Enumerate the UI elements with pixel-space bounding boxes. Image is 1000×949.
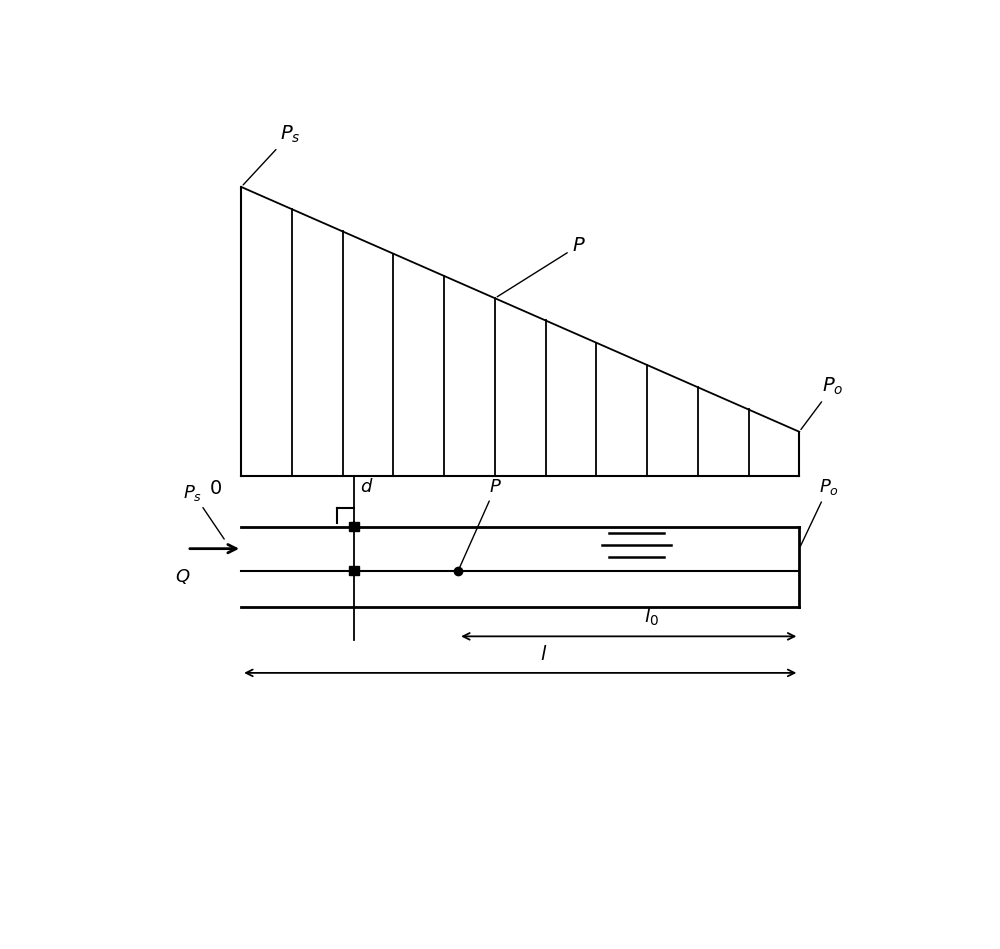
Text: $d$: $d$ <box>360 477 373 495</box>
Text: $P$: $P$ <box>459 477 502 568</box>
Text: $P$: $P$ <box>497 235 586 297</box>
Text: 0: 0 <box>210 479 222 498</box>
Bar <box>349 566 359 575</box>
Text: $P_s$: $P_s$ <box>183 482 224 539</box>
Text: $P_s$: $P_s$ <box>243 123 301 185</box>
Text: $l$: $l$ <box>540 645 547 664</box>
Bar <box>349 522 359 531</box>
Text: $P_o$: $P_o$ <box>800 476 839 547</box>
Text: $Q$: $Q$ <box>175 567 191 586</box>
Text: $l_0$: $l_0$ <box>644 605 660 627</box>
Text: $P_o$: $P_o$ <box>801 376 844 430</box>
